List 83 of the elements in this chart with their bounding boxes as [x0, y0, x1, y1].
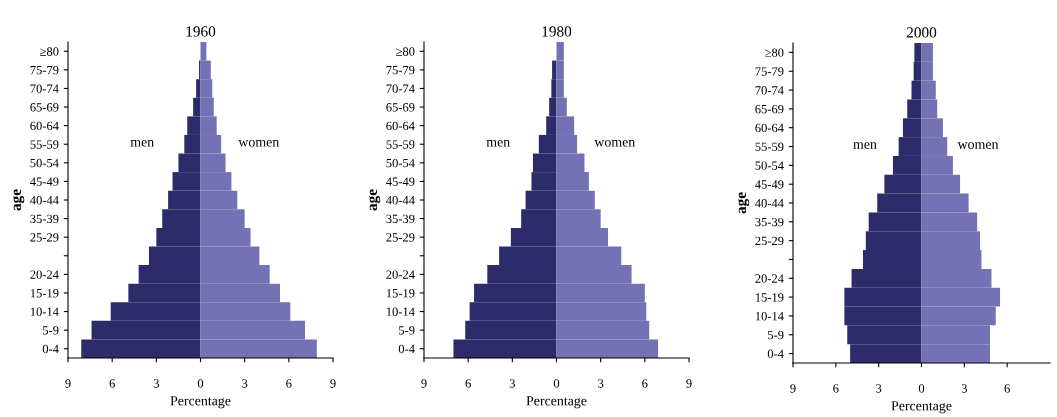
x-tick-label: 0: [197, 379, 204, 388]
y-tick-label: 40-44: [386, 196, 415, 205]
y-tick-label: 65-69: [30, 103, 59, 112]
chart-title: 1980: [542, 26, 572, 37]
y-axis-title: age: [13, 189, 25, 211]
chart-title: 1960: [186, 26, 216, 37]
x-tick-label: 6: [1004, 384, 1010, 393]
y-tick-label: 75-79: [755, 67, 784, 76]
y-tick-label: 55-59: [386, 140, 415, 149]
series-label: men: [853, 142, 877, 149]
x-tick-label: 0: [918, 384, 925, 393]
y-tick-label: 10-14: [30, 307, 59, 316]
y-tick-label: 0-4: [42, 344, 59, 354]
y-tick-label: 15-19: [386, 289, 415, 298]
y-tick-label: 35-39: [30, 214, 59, 224]
y-tick-label: 40-44: [30, 196, 59, 205]
y-tick-label: 5-9: [399, 326, 415, 335]
x-tick-label: 9: [790, 384, 796, 393]
x-axis-title: Percentage: [170, 396, 231, 409]
y-tick-label: 20-24: [755, 274, 784, 283]
y-tick-label: 60-64: [755, 123, 784, 133]
y-tick-label: 15-19: [30, 289, 59, 298]
y-tick-label: 0-4: [398, 344, 415, 354]
y-tick-label: 35-39: [386, 214, 415, 224]
y-tick-label: 20-24: [386, 270, 415, 279]
x-tick-label: 3: [598, 379, 604, 388]
y-tick-label: 70-74: [755, 86, 784, 95]
chart-title: 2000: [906, 27, 937, 38]
y-tick-label: ≥80: [396, 47, 415, 56]
series-label: men: [486, 139, 510, 147]
y-tick-label: 50-54: [755, 161, 784, 170]
y-tick-label: 40-44: [755, 199, 784, 208]
x-tick-label: 3: [876, 384, 882, 393]
y-tick-label: 45-49: [755, 180, 784, 189]
y-tick-label: 10-14: [386, 307, 415, 316]
x-tick-label: 3: [961, 384, 967, 393]
y-tick-label: 50-54: [386, 158, 415, 168]
x-tick-label: 6: [465, 379, 471, 388]
y-axis-title: age: [738, 192, 750, 214]
x-tick-label: 3: [242, 379, 248, 388]
x-tick-label: 9: [330, 379, 336, 388]
y-tick-label: 65-69: [386, 103, 415, 112]
y-tick-label: 55-59: [30, 140, 59, 149]
y-tick-label: 75-79: [30, 65, 59, 75]
x-tick-label: 6: [286, 379, 292, 388]
y-tick-label: 45-49: [386, 177, 415, 186]
x-tick-label: 9: [65, 379, 71, 388]
y-tick-label: 5-9: [768, 330, 784, 340]
x-axis-title: Percentage: [891, 401, 952, 414]
y-tick-label: 25-29: [755, 236, 784, 246]
y-tick-label: 10-14: [755, 311, 784, 321]
y-tick-label: 15-19: [755, 293, 784, 302]
x-tick-label: 6: [109, 379, 115, 388]
x-tick-label: 9: [421, 379, 427, 388]
y-tick-label: 25-29: [386, 233, 415, 242]
series-label: women: [594, 139, 636, 147]
y-tick-label: 75-79: [386, 65, 415, 75]
x-tick-label: 9: [686, 379, 692, 388]
y-tick-label: 0-4: [767, 349, 784, 359]
y-tick-label: ≥80: [40, 47, 59, 56]
y-tick-label: 55-59: [755, 142, 784, 151]
series-label: men: [130, 139, 154, 147]
y-tick-label: 70-74: [386, 84, 415, 93]
y-tick-label: ≥80: [765, 48, 784, 57]
y-tick-label: 5-9: [43, 326, 59, 335]
y-tick-label: 60-64: [386, 121, 415, 131]
y-tick-label: 65-69: [755, 104, 784, 114]
x-tick-label: 0: [553, 379, 560, 388]
y-tick-label: 60-64: [30, 121, 59, 131]
y-tick-label: 45-49: [30, 177, 59, 186]
x-tick-label: 6: [642, 379, 648, 388]
y-axis-title: age: [369, 189, 381, 211]
series-label: women: [238, 139, 280, 147]
x-tick-label: 6: [833, 384, 839, 393]
y-tick-label: 70-74: [30, 84, 59, 93]
y-tick-label: 35-39: [755, 217, 784, 227]
y-tick-label: 20-24: [30, 270, 59, 279]
x-tick-label: 3: [153, 379, 159, 388]
y-tick-label: 50-54: [30, 158, 59, 168]
x-axis-title: Percentage: [526, 396, 587, 409]
x-tick-label: 3: [509, 379, 515, 388]
series-label: women: [957, 142, 999, 149]
y-tick-label: 25-29: [30, 233, 59, 242]
